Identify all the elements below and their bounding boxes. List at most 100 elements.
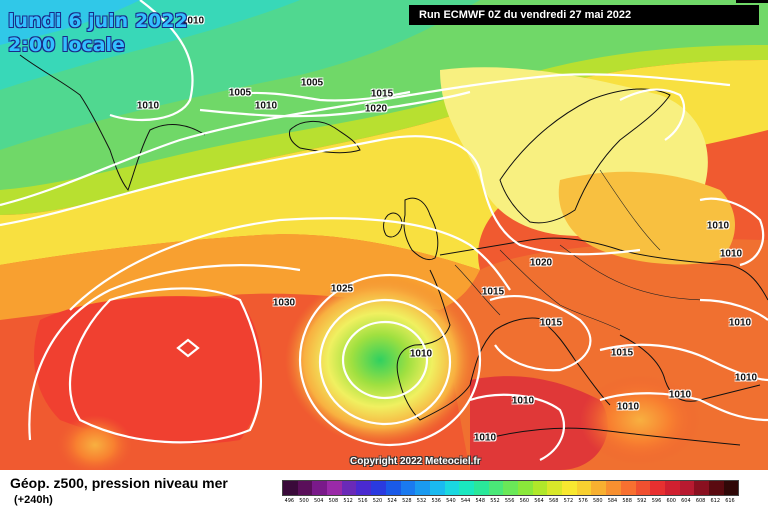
scale-swatch <box>620 481 636 495</box>
scale-swatch <box>547 481 563 495</box>
color-scale-labels: 496 500 504 508 512 516 520 524 528 532 536 540 544 5… <box>282 498 737 508</box>
field-eastern-yellow <box>558 171 735 265</box>
ireland-coast <box>383 212 403 238</box>
scale-value: 540 <box>446 498 456 504</box>
border-baltic <box>599 169 661 251</box>
isobar-1030-inner <box>68 287 262 444</box>
scale-value: 512 <box>343 498 353 504</box>
scale-swatch <box>518 481 533 495</box>
italy-coast <box>539 319 611 406</box>
scale-swatch <box>664 481 680 495</box>
isobar-label: 1010 <box>728 317 752 329</box>
scale-swatch <box>650 481 665 495</box>
scale-value: 604 <box>681 498 691 504</box>
scale-value: 608 <box>695 498 706 504</box>
isobar-low-1015 <box>318 298 452 426</box>
scale-value: 496 <box>284 498 295 504</box>
scale-swatch <box>723 481 739 495</box>
scale-value: 508 <box>328 498 339 504</box>
isobar-1010-russia <box>699 197 765 267</box>
scale-value: 616 <box>725 498 735 504</box>
scale-value: 548 <box>475 498 486 504</box>
isobar-1010 <box>199 90 471 118</box>
model-run-banner: Run ECMWF 0Z du vendredi 27 mai 2022 <box>409 5 759 25</box>
north-africa-coast <box>479 427 741 446</box>
scale-value: 552 <box>490 498 500 504</box>
isobars <box>0 0 768 461</box>
field-red-high <box>34 296 263 444</box>
copyright-text: Copyright 2022 Meteociel.fr <box>350 456 481 467</box>
isobar-1010-east <box>599 392 768 422</box>
scale-swatch <box>635 481 651 495</box>
scale-swatch <box>606 481 621 495</box>
iberia-coast <box>396 269 546 421</box>
scale-swatch <box>694 481 709 495</box>
iceland-coast <box>289 121 361 154</box>
scale-swatch <box>327 481 342 495</box>
scale-value: 584 <box>607 498 618 504</box>
scale-value: 520 <box>372 498 383 504</box>
forecast-map <box>0 0 768 470</box>
isobar-label: 1005 <box>228 87 252 99</box>
scale-value: 600 <box>666 498 676 504</box>
scale-value: 500 <box>299 498 309 504</box>
scale-value: 516 <box>358 498 368 504</box>
isobar-label: 1010 <box>616 401 640 413</box>
field-bottom-blob <box>57 415 133 470</box>
scale-swatch <box>532 481 548 495</box>
scale-swatch <box>576 481 592 495</box>
field-east-med <box>580 375 700 465</box>
isobar-low-1010 <box>341 320 429 400</box>
isobar-label: 1010 <box>511 395 535 407</box>
scale-value: 568 <box>548 498 559 504</box>
isobar-1025 <box>69 217 511 311</box>
isobar-label: 1010 <box>181 15 205 27</box>
scale-swatch <box>415 481 430 495</box>
great-britain-coast <box>403 197 439 261</box>
scale-swatch <box>312 481 328 495</box>
scale-swatch <box>297 481 313 495</box>
scale-swatch <box>679 481 695 495</box>
scale-value: 556 <box>504 498 515 504</box>
isobar-1020 <box>0 135 641 256</box>
scale-value: 576 <box>578 498 588 504</box>
field-lightblue <box>0 0 140 45</box>
scale-swatch <box>459 481 474 495</box>
forecast-local-time: 2:00 locale <box>8 34 125 56</box>
isobar-high-center <box>176 338 200 358</box>
scale-value: 504 <box>313 498 324 504</box>
isobar-label: 1020 <box>364 103 388 115</box>
isobar-1010-greenland <box>109 0 194 122</box>
isobar-label: 1010 <box>254 100 278 112</box>
scale-swatch <box>356 481 372 495</box>
scale-swatch <box>385 481 401 495</box>
border-central-europe <box>499 249 621 331</box>
isobar-label: 1010 <box>668 389 692 401</box>
isobar-label: 1025 <box>330 283 354 295</box>
field-med-red <box>470 376 608 470</box>
greenland-coast <box>19 54 206 192</box>
isobar-label: 1020 <box>529 257 553 269</box>
isobar-1015-med <box>489 295 592 372</box>
scale-swatch <box>708 481 724 495</box>
isobar-1015-north <box>619 88 686 141</box>
scale-value: 544 <box>460 498 471 504</box>
scale-value: 536 <box>431 498 441 504</box>
scale-swatch <box>473 481 489 495</box>
isobar-label: 1010 <box>136 100 160 112</box>
isobar-label: 1010 <box>706 220 730 232</box>
isobar-label: 1010 <box>473 432 497 444</box>
isobar-label: 1010 <box>719 248 743 260</box>
isobar-1005 <box>229 90 411 102</box>
isobar-low-1020 <box>298 273 482 447</box>
north-europe-coast <box>439 237 768 301</box>
map-title: Géop. z500, pression niveau mer <box>10 475 228 491</box>
scale-value: 532 <box>416 498 427 504</box>
scale-swatch <box>444 481 460 495</box>
scale-value: 564 <box>534 498 544 504</box>
scale-value: 588 <box>622 498 632 504</box>
scale-swatch <box>341 481 357 495</box>
scale-value: 592 <box>637 498 647 504</box>
country-borders <box>454 169 711 331</box>
